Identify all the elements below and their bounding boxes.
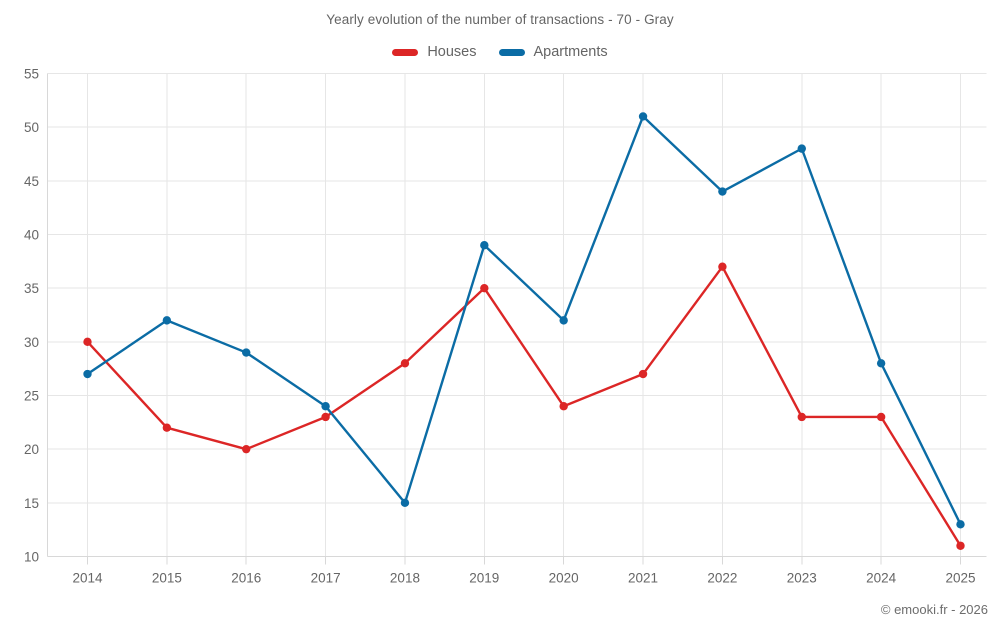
data-point[interactable] <box>321 412 330 422</box>
series-line-apartments <box>86 115 962 526</box>
data-point[interactable] <box>83 369 92 379</box>
gridlines <box>47 73 987 557</box>
data-point[interactable] <box>559 402 568 411</box>
legend-item-houses[interactable]: Houses <box>392 44 477 60</box>
y-tick-label: 35 <box>24 281 39 296</box>
chart-title: Yearly evolution of the number of transa… <box>326 12 674 27</box>
data-point[interactable] <box>718 262 727 271</box>
y-tick-label: 25 <box>24 389 39 404</box>
y-tick-label: 20 <box>24 442 39 457</box>
y-tick-label: 45 <box>24 174 39 189</box>
data-point[interactable] <box>242 444 251 454</box>
data-point[interactable] <box>242 348 251 357</box>
x-tick-label: 2019 <box>469 571 499 586</box>
x-tick-label: 2020 <box>549 571 579 586</box>
x-tick-label: 2015 <box>152 571 182 586</box>
y-tick-label: 40 <box>24 228 39 243</box>
x-tick-label: 2025 <box>945 571 975 586</box>
y-tick-label: 30 <box>24 335 39 350</box>
data-point[interactable] <box>162 423 172 432</box>
y-tick-label: 50 <box>24 120 39 135</box>
data-point[interactable] <box>956 541 965 550</box>
data-point[interactable] <box>718 187 727 196</box>
data-point[interactable] <box>83 337 92 347</box>
x-tick-label: 2016 <box>231 571 261 586</box>
data-point[interactable] <box>638 112 648 121</box>
data-point[interactable] <box>321 402 330 411</box>
credit-text: © emooki.fr - 2026 <box>880 602 988 617</box>
data-point[interactable] <box>480 283 489 293</box>
legend-swatch-houses <box>392 48 419 56</box>
x-tick-label: 2018 <box>390 571 420 586</box>
data-point[interactable] <box>400 359 410 368</box>
data-point[interactable] <box>162 316 172 325</box>
data-point[interactable] <box>638 369 648 379</box>
data-point[interactable] <box>559 316 568 325</box>
legend-item-apartments[interactable]: Apartments <box>498 44 608 60</box>
y-axis-tick-labels: 10 15 20 25 30 35 40 45 50 55 <box>24 67 39 565</box>
series-markers <box>83 112 965 550</box>
chart-legend: Houses Apartments <box>0 44 1000 60</box>
data-point[interactable] <box>876 359 886 368</box>
data-point[interactable] <box>797 144 806 153</box>
x-axis-tick-labels: 2014 2015 2016 2017 2018 2019 2020 2021 2022 2023… <box>72 571 975 586</box>
x-tick-label: 2014 <box>72 571 103 586</box>
data-point[interactable] <box>480 241 489 250</box>
x-tick-label: 2023 <box>787 571 817 586</box>
data-point[interactable] <box>400 498 410 508</box>
x-tick-label: 2022 <box>707 571 737 586</box>
y-tick-label: 55 <box>24 67 39 82</box>
y-tick-label: 15 <box>24 496 39 511</box>
legend-swatch-apartments <box>498 48 525 56</box>
series-line-houses <box>86 265 962 547</box>
data-point[interactable] <box>876 412 886 422</box>
x-tick-label: 2024 <box>866 571 897 586</box>
legend-label-houses: Houses <box>427 44 477 60</box>
x-tick-label: 2021 <box>628 571 658 586</box>
x-tick-label: 2017 <box>311 571 341 586</box>
data-point[interactable] <box>797 412 806 422</box>
axis-lines <box>47 73 987 565</box>
data-point[interactable] <box>956 520 965 529</box>
y-tick-label: 10 <box>24 550 39 565</box>
legend-label-apartments: Apartments <box>533 44 608 60</box>
series-lines <box>86 115 962 547</box>
